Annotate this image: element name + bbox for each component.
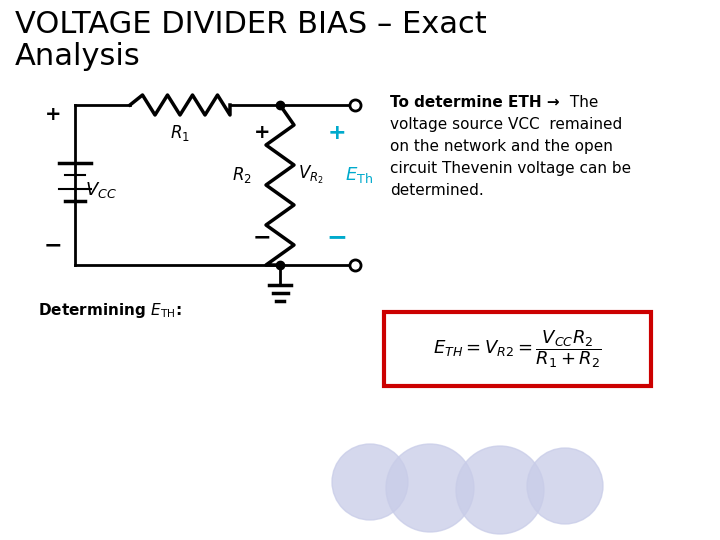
Text: circuit Thevenin voltage can be: circuit Thevenin voltage can be [390, 161, 631, 176]
Text: $V_{R_2}$: $V_{R_2}$ [298, 164, 324, 186]
Text: $E_{\mathrm{Th}}$: $E_{\mathrm{Th}}$ [345, 165, 373, 185]
Text: +: + [328, 123, 346, 143]
Text: −: − [44, 235, 63, 255]
FancyBboxPatch shape [384, 312, 651, 386]
Text: on the network and the open: on the network and the open [390, 139, 613, 154]
Text: −: − [253, 227, 271, 247]
Circle shape [456, 446, 544, 534]
Text: determined.: determined. [390, 183, 484, 198]
Circle shape [386, 444, 474, 532]
Text: Analysis: Analysis [15, 42, 140, 71]
Text: $V_{CC}$: $V_{CC}$ [85, 180, 117, 200]
Text: To determine ETH →: To determine ETH → [390, 95, 559, 110]
Text: VOLTAGE DIVIDER BIAS – Exact: VOLTAGE DIVIDER BIAS – Exact [15, 10, 487, 39]
Text: +: + [45, 105, 61, 125]
Text: +: + [253, 124, 270, 143]
Text: $R_2$: $R_2$ [232, 165, 252, 185]
Text: The: The [565, 95, 598, 110]
Text: $R_1$: $R_1$ [170, 123, 190, 143]
Text: $E_{TH} = V_{R2} = \dfrac{V_{CC}R_2}{R_1 + R_2}$: $E_{TH} = V_{R2} = \dfrac{V_{CC}R_2}{R_1… [433, 328, 602, 370]
Text: −: − [326, 225, 348, 249]
Text: voltage source VCC  remained: voltage source VCC remained [390, 117, 622, 132]
Circle shape [527, 448, 603, 524]
Text: Determining $E_{\mathrm{TH}}$:: Determining $E_{\mathrm{TH}}$: [38, 300, 181, 320]
Circle shape [332, 444, 408, 520]
